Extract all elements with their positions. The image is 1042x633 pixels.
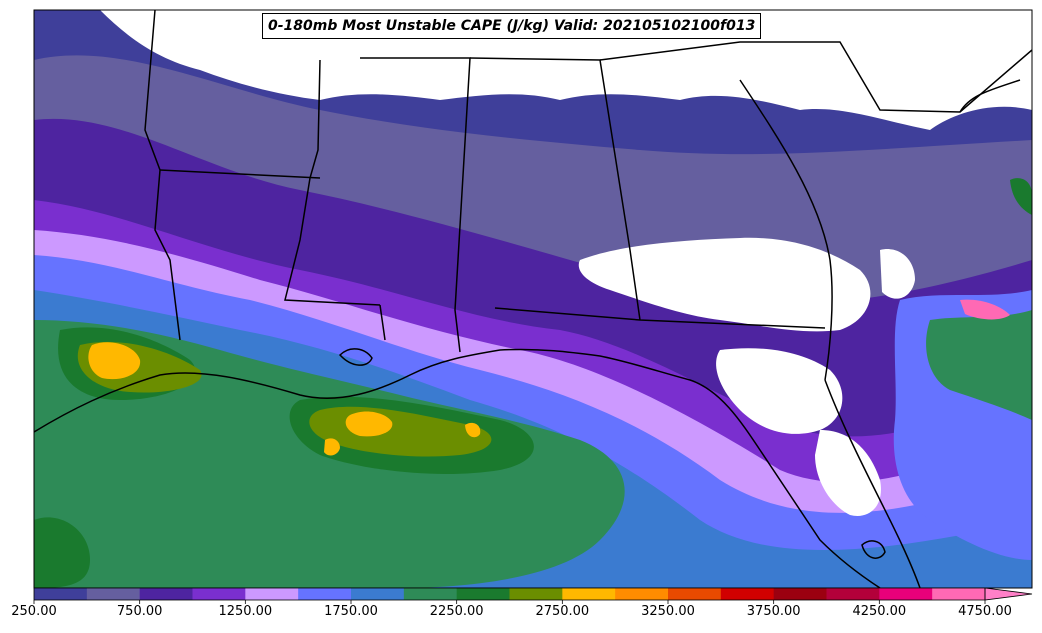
colorbar-segment xyxy=(139,588,193,600)
al-ga-border xyxy=(469,57,641,321)
ms-al-border xyxy=(360,57,471,353)
colorbar-tick-label: 4250.00 xyxy=(852,604,907,619)
colorbar-segment xyxy=(403,588,458,600)
la-ms-border xyxy=(379,304,386,341)
fl-east-coast xyxy=(824,379,921,588)
colorbar-tick-label: 4750.00 xyxy=(958,604,1012,619)
ga-atlantic-coast xyxy=(739,79,833,381)
colorbar-segment xyxy=(879,588,933,600)
colorbar-segment xyxy=(509,588,563,600)
gulf-coastline xyxy=(34,348,881,588)
colorbar-segment xyxy=(86,588,141,600)
ga-sc-border xyxy=(599,41,1032,113)
colorbar-segment xyxy=(192,588,246,600)
colorbar-segment xyxy=(351,588,405,600)
boundaries xyxy=(34,10,1032,588)
colorbar-tick-label: 750.00 xyxy=(116,604,163,619)
colorbar-segment xyxy=(615,588,669,600)
colorbar-extend-arrow xyxy=(984,587,1033,601)
colorbar xyxy=(33,587,1033,604)
colorbar-tick-label: 3250.00 xyxy=(641,604,695,619)
colorbar-segment xyxy=(773,588,827,600)
map-title: 0-180mb Most Unstable CAPE (J/kg) Valid:… xyxy=(262,13,762,39)
colorbar-tick-label: 1250.00 xyxy=(218,604,273,619)
colorbar-segment xyxy=(668,588,722,600)
colorbar-tick-label: 3750.00 xyxy=(746,604,801,619)
cape-field xyxy=(34,10,1032,588)
tx-la-border xyxy=(144,10,181,341)
colorbar-segment xyxy=(298,588,352,600)
fl-border xyxy=(494,307,826,329)
colorbar-tick-label: 2250.00 xyxy=(429,604,484,619)
lake-okeechobee xyxy=(861,540,886,559)
ar-la-border xyxy=(284,59,381,306)
colorbar-segment xyxy=(245,588,299,600)
colorbar-segment xyxy=(562,588,616,600)
colorbar-tick-label: 250.00 xyxy=(11,604,57,619)
colorbar-tick-label: 1750.00 xyxy=(324,604,378,619)
nc-sc-border xyxy=(959,79,1021,113)
colorbar-outline xyxy=(33,587,986,601)
colorbar-segment xyxy=(34,588,88,600)
colorbar-segment xyxy=(826,588,880,600)
colorbar-segment xyxy=(720,588,775,600)
ok-tx-border xyxy=(159,169,321,179)
colorbar-segment xyxy=(456,588,510,600)
colorbar-tick-label: 2750.00 xyxy=(535,604,590,619)
colorbar-segment xyxy=(932,588,986,600)
lake-pontchartrain xyxy=(338,348,373,366)
